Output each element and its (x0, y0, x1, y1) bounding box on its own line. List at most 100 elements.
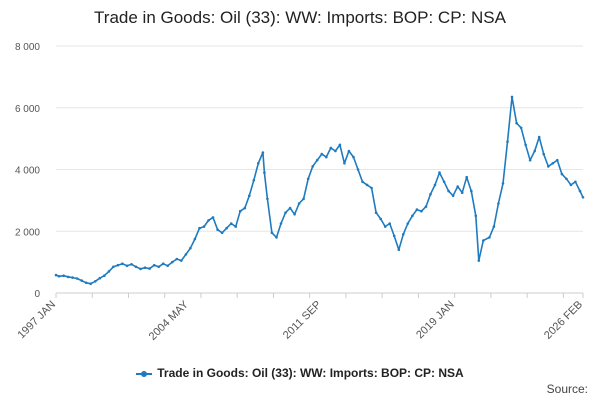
data-point (288, 206, 292, 210)
data-point (112, 265, 115, 269)
data-point (225, 226, 228, 230)
data-point (71, 276, 74, 279)
data-point (89, 282, 92, 286)
data-point (211, 216, 215, 219)
data-point (171, 260, 174, 264)
data-point (578, 189, 582, 193)
data-point (352, 155, 355, 159)
data-point (365, 183, 369, 187)
data-point (216, 228, 219, 231)
data-point (139, 267, 142, 271)
data-point (379, 217, 383, 221)
data-point (482, 239, 485, 242)
data-point (270, 231, 274, 235)
data-point (175, 257, 179, 261)
data-point (62, 274, 65, 278)
data-point (492, 225, 496, 228)
data-point (257, 162, 260, 165)
data-point (121, 262, 124, 266)
data-point (189, 246, 192, 250)
data-point (311, 165, 315, 168)
y-tick-label: 2 000 (15, 227, 40, 238)
data-point (497, 202, 500, 205)
data-point (84, 281, 88, 285)
data-point (415, 208, 419, 211)
data-point (388, 222, 392, 225)
x-tick-label: 2019 JAN (414, 299, 457, 342)
data-point (556, 158, 559, 162)
data-point (574, 180, 577, 184)
y-tick-label: 4 000 (15, 166, 40, 177)
data-point (515, 121, 518, 125)
data-point (334, 149, 337, 153)
data-point (560, 172, 564, 176)
data-point (451, 194, 455, 197)
data-point (325, 155, 328, 159)
data-point (202, 225, 206, 228)
data-point (392, 234, 396, 238)
data-point (266, 197, 269, 201)
data-point (506, 140, 509, 143)
data-point (519, 126, 523, 130)
data-point (152, 263, 156, 267)
data-point (581, 196, 585, 199)
data-point (442, 180, 446, 184)
data-point (220, 231, 224, 235)
data-point (229, 222, 233, 225)
data-point (315, 158, 319, 162)
legend[interactable]: Trade in Goods: Oil (33): WW: Imports: B… (0, 366, 600, 380)
data-point (470, 189, 473, 193)
data-point (238, 209, 242, 213)
data-point (180, 259, 183, 262)
legend-label: Trade in Goods: Oil (33): WW: Imports: B… (157, 366, 464, 380)
data-point (252, 179, 256, 182)
data-point (533, 149, 536, 153)
y-tick-label: 8 000 (15, 42, 40, 53)
data-point (565, 177, 568, 181)
data-point (406, 222, 410, 225)
y-tick-label: 6 000 (15, 104, 40, 115)
data-point (510, 95, 514, 99)
data-point (424, 205, 428, 208)
data-point (370, 186, 373, 190)
data-point (302, 197, 305, 201)
data-point (107, 270, 111, 273)
data-point (411, 214, 414, 218)
data-point (383, 225, 387, 228)
x-tick-label: 2004 MAY (147, 298, 192, 343)
data-point (547, 165, 550, 168)
data-point (488, 236, 491, 239)
series-line (55, 96, 584, 285)
data-point (157, 265, 160, 269)
data-point (198, 226, 201, 230)
data-point (474, 214, 478, 218)
data-point (143, 266, 147, 270)
data-point (184, 253, 188, 256)
data-point (193, 237, 197, 241)
data-point (477, 259, 481, 262)
data-point (130, 263, 133, 266)
data-point (402, 233, 405, 236)
data-point (80, 279, 83, 282)
data-point (207, 219, 210, 222)
data-point (338, 143, 342, 147)
data-point (429, 192, 432, 196)
data-point (433, 183, 437, 187)
data-point (465, 175, 469, 179)
data-point (161, 262, 165, 266)
data-point (94, 280, 97, 283)
data-point (293, 213, 296, 216)
data-point (397, 248, 401, 252)
data-point (148, 267, 151, 270)
data-point (356, 168, 360, 171)
data-point (374, 211, 378, 214)
data-point (528, 158, 532, 162)
chart-title: Trade in Goods: Oil (33): WW: Imports: B… (94, 8, 506, 27)
data-point (75, 277, 79, 280)
data-point (284, 211, 287, 214)
data-point (125, 264, 129, 268)
data-point (542, 152, 545, 156)
data-point (460, 191, 464, 194)
data-point (347, 149, 351, 153)
